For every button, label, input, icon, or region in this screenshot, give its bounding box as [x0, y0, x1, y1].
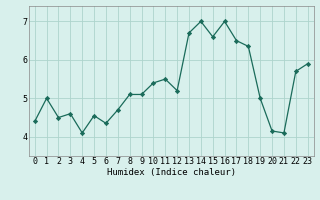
X-axis label: Humidex (Indice chaleur): Humidex (Indice chaleur) [107, 168, 236, 177]
